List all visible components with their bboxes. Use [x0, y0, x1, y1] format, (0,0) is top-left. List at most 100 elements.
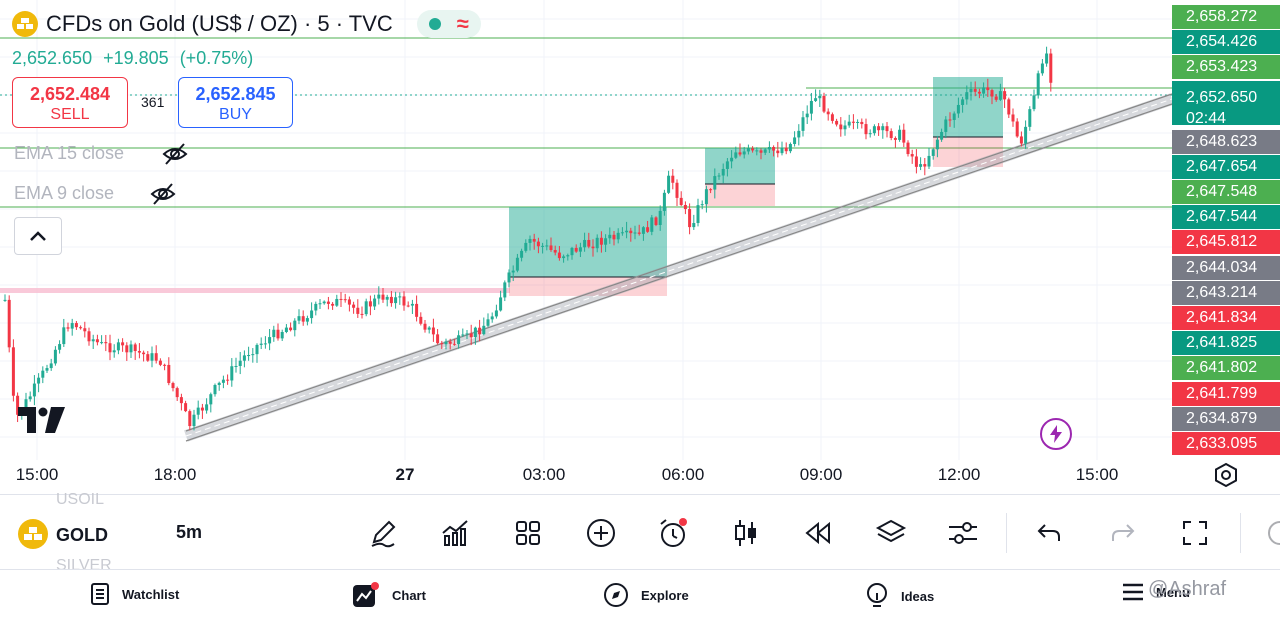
candle-body [1032, 95, 1036, 110]
candle-body [448, 341, 452, 344]
indicator-ema9[interactable]: EMA 9 close [14, 183, 176, 205]
price-tag-value: 2,653.423 [1186, 58, 1258, 76]
candle-body [137, 351, 141, 353]
candle-body [3, 299, 7, 301]
nav-watchlist[interactable]: Watchlist [90, 582, 179, 606]
candle-body [121, 342, 125, 346]
price-tag: 2,647.548 [1172, 180, 1280, 204]
candle-body [32, 383, 36, 397]
indicators-icon[interactable] [437, 515, 473, 551]
candle-body [179, 397, 183, 404]
chart-settings-button[interactable] [1213, 462, 1239, 493]
candle-body [662, 192, 666, 211]
symbol-selector[interactable]: GOLD [56, 525, 108, 545]
eye-hidden-icon[interactable] [150, 182, 176, 206]
candle-body [360, 313, 364, 315]
candle-body [1003, 91, 1007, 100]
indicator-ema15[interactable]: EMA 15 close [14, 143, 188, 165]
layouts-icon[interactable] [510, 515, 546, 551]
sell-button[interactable]: 2,652.484 SELL [12, 77, 128, 128]
price-tag-value: 2,634.879 [1186, 409, 1258, 427]
collapse-legend-button[interactable] [14, 217, 62, 255]
price-tag: 2,643.214 [1172, 280, 1280, 305]
candle-body [650, 217, 654, 232]
candle-body [935, 139, 939, 150]
settings-sliders-icon[interactable] [945, 515, 981, 551]
chart-canvas[interactable] [0, 0, 1280, 460]
candle-body [784, 147, 788, 152]
layers-icon[interactable] [873, 515, 909, 551]
redo-icon[interactable] [1105, 515, 1141, 551]
nav-menu[interactable]: Menu [1122, 582, 1190, 602]
nav-chart[interactable]: Chart [352, 582, 426, 608]
price-tag-value: 2,641.799 [1186, 384, 1258, 402]
nav-ideas[interactable]: Ideas [865, 582, 934, 610]
candle-body [263, 343, 267, 345]
symbol-prev[interactable]: USOIL [56, 491, 105, 508]
nav-label: Chart [392, 587, 426, 603]
last-price: 2,652.650 [12, 48, 93, 68]
flash-icon[interactable] [1040, 418, 1072, 450]
interval-selector[interactable]: 5m [176, 522, 203, 542]
candle-body [58, 344, 62, 350]
candle-body [385, 296, 389, 300]
candle-type-icon[interactable] [728, 515, 764, 551]
fullscreen-icon[interactable] [1177, 515, 1213, 551]
buy-button[interactable]: 2,652.845 BUY [178, 77, 293, 128]
price-tag-value: 2,654.426 [1186, 33, 1258, 51]
candle-body [196, 407, 200, 415]
candle-body [74, 323, 78, 328]
price-tag: 2,645.812 [1172, 230, 1280, 255]
candle-body [1019, 136, 1023, 144]
price-scale[interactable]: 2,658.272 2,654.426 2,653.423 2,652.650 02:4… [1172, 5, 1280, 455]
candle-body [276, 329, 280, 339]
time-tick: 15:00 [1075, 465, 1119, 484]
candle-body [578, 247, 582, 252]
candle-body [95, 339, 99, 343]
candle-body [738, 152, 742, 155]
candle-body [16, 395, 20, 415]
candle-body [108, 343, 112, 353]
candle-body [213, 384, 217, 395]
candle-body [725, 161, 729, 169]
candle-body [238, 360, 242, 366]
trend-line-lower [185, 103, 1173, 442]
candle-body [402, 296, 406, 306]
price-tag-value: 2,641.825 [1186, 334, 1258, 352]
bottom-navigation: Watchlist Chart Explore Ideas Menu [0, 570, 1280, 623]
candle-body [339, 298, 343, 300]
eye-hidden-icon[interactable] [162, 142, 188, 166]
candle-body [633, 232, 637, 234]
chevron-up-icon [30, 231, 46, 241]
replay-icon[interactable] [800, 515, 836, 551]
candlestick-series [3, 46, 1053, 431]
symbol-next[interactable]: SILVER [56, 557, 112, 569]
candle-body [209, 394, 213, 405]
gold-logo-icon [12, 11, 38, 37]
price-tag: 2,658.272 [1172, 5, 1280, 29]
time-axis[interactable]: 15:00 18:00 27 03:00 06:00 09:00 12:00 15:00 [0, 460, 1172, 492]
symbol-title[interactable]: CFDs on Gold (US$ / OZ) · 5 · TVC [46, 11, 393, 36]
candle-body [671, 175, 675, 183]
candle-body [507, 272, 511, 283]
nav-explore[interactable]: Explore [603, 582, 689, 608]
candle-body [452, 343, 456, 345]
lightbulb-icon [867, 583, 887, 607]
candle-body [301, 316, 305, 322]
add-icon[interactable] [583, 515, 619, 551]
candle-body [200, 407, 204, 411]
candle-body [809, 100, 813, 114]
market-status-pill[interactable]: ≈ [416, 10, 481, 38]
more-tools-icon[interactable] [1262, 515, 1280, 551]
candle-body [982, 87, 986, 94]
pencil-icon[interactable] [365, 515, 401, 551]
candle-body [1011, 114, 1015, 122]
candle-body [171, 383, 175, 389]
nav-label: Watchlist [122, 586, 180, 602]
undo-icon[interactable] [1031, 515, 1067, 551]
candle-body [293, 320, 297, 331]
candle-body [961, 99, 965, 105]
candle-body [763, 149, 767, 153]
candle-body [717, 175, 721, 177]
alert-icon[interactable] [655, 515, 691, 551]
